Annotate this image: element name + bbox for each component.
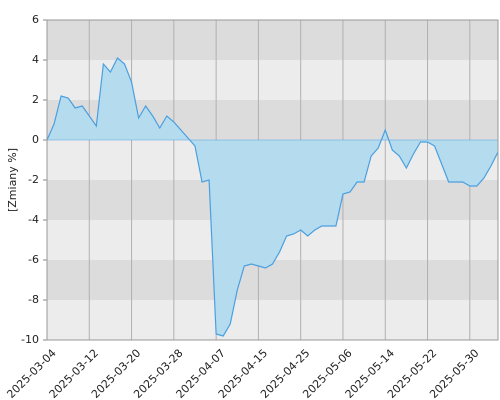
y-tick-label: 2 bbox=[32, 93, 39, 106]
grid-band bbox=[47, 260, 498, 300]
grid-band bbox=[47, 300, 498, 340]
y-tick-label: -8 bbox=[28, 293, 39, 306]
y-tick-label: 0 bbox=[32, 133, 39, 146]
y-tick-label: -6 bbox=[28, 253, 39, 266]
y-tick-label: 6 bbox=[32, 13, 39, 26]
y-axis-label: [Zmiany %] bbox=[6, 148, 19, 212]
y-tick-label: 4 bbox=[32, 53, 39, 66]
y-tick-label: -4 bbox=[28, 213, 39, 226]
plot-frame bbox=[46, 19, 499, 341]
y-tick-label: -2 bbox=[28, 173, 39, 186]
y-tick-label: -10 bbox=[21, 333, 39, 346]
area bbox=[47, 58, 498, 336]
line bbox=[46, 57, 499, 337]
grid-band bbox=[47, 20, 498, 60]
